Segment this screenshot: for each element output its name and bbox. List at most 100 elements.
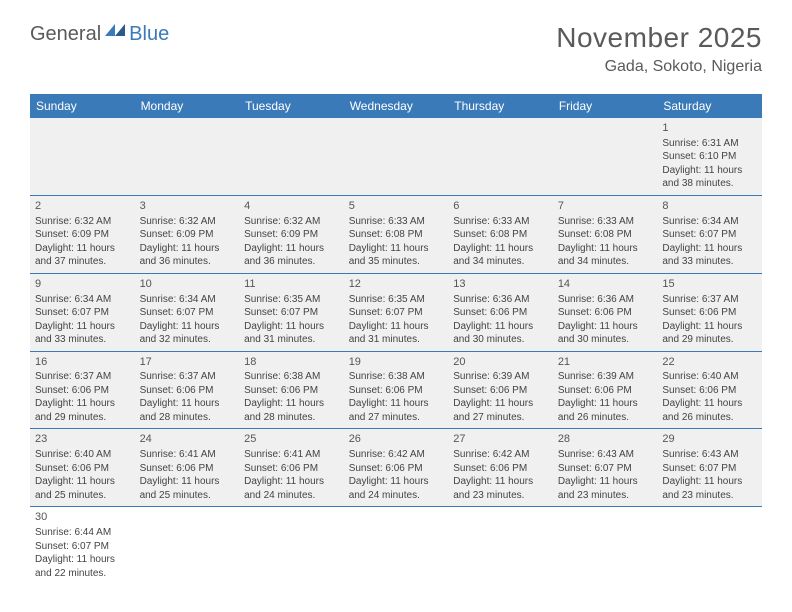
day-info: Sunrise: 6:40 AMSunset: 6:06 PMDaylight:… — [35, 448, 130, 502]
day-info: Sunrise: 6:44 AMSunset: 6:07 PMDaylight:… — [35, 526, 130, 580]
day-number: 19 — [349, 355, 444, 370]
calendar-cell — [135, 118, 240, 195]
calendar-cell — [448, 507, 553, 584]
day-info: Sunrise: 6:39 AMSunset: 6:06 PMDaylight:… — [453, 370, 548, 424]
calendar-cell — [448, 118, 553, 195]
day-number: 21 — [558, 355, 653, 370]
calendar-row: 23Sunrise: 6:40 AMSunset: 6:06 PMDayligh… — [30, 429, 762, 507]
calendar-cell: 26Sunrise: 6:42 AMSunset: 6:06 PMDayligh… — [344, 429, 449, 507]
day-number: 10 — [140, 277, 235, 292]
day-info: Sunrise: 6:32 AMSunset: 6:09 PMDaylight:… — [140, 215, 235, 269]
weekday-header: Friday — [553, 94, 658, 118]
day-info: Sunrise: 6:41 AMSunset: 6:06 PMDaylight:… — [244, 448, 339, 502]
calendar-cell: 18Sunrise: 6:38 AMSunset: 6:06 PMDayligh… — [239, 351, 344, 429]
calendar-cell: 2Sunrise: 6:32 AMSunset: 6:09 PMDaylight… — [30, 195, 135, 273]
day-number: 5 — [349, 199, 444, 214]
calendar-row: 16Sunrise: 6:37 AMSunset: 6:06 PMDayligh… — [30, 351, 762, 429]
day-info: Sunrise: 6:38 AMSunset: 6:06 PMDaylight:… — [244, 370, 339, 424]
month-title: November 2025 — [556, 22, 762, 54]
day-number: 1 — [662, 121, 757, 136]
day-info: Sunrise: 6:33 AMSunset: 6:08 PMDaylight:… — [349, 215, 444, 269]
day-info: Sunrise: 6:37 AMSunset: 6:06 PMDaylight:… — [140, 370, 235, 424]
day-number: 8 — [662, 199, 757, 214]
day-info: Sunrise: 6:36 AMSunset: 6:06 PMDaylight:… — [453, 293, 548, 347]
calendar-row: 1Sunrise: 6:31 AMSunset: 6:10 PMDaylight… — [30, 118, 762, 195]
calendar-cell: 21Sunrise: 6:39 AMSunset: 6:06 PMDayligh… — [553, 351, 658, 429]
day-info: Sunrise: 6:37 AMSunset: 6:06 PMDaylight:… — [662, 293, 757, 347]
calendar-cell — [344, 118, 449, 195]
day-number: 23 — [35, 432, 130, 447]
day-number: 20 — [453, 355, 548, 370]
calendar-cell — [344, 507, 449, 584]
flag-icon — [105, 22, 127, 43]
calendar-cell — [135, 507, 240, 584]
day-info: Sunrise: 6:35 AMSunset: 6:07 PMDaylight:… — [349, 293, 444, 347]
calendar-cell — [553, 118, 658, 195]
calendar-cell: 27Sunrise: 6:42 AMSunset: 6:06 PMDayligh… — [448, 429, 553, 507]
day-number: 17 — [140, 355, 235, 370]
calendar-cell: 25Sunrise: 6:41 AMSunset: 6:06 PMDayligh… — [239, 429, 344, 507]
calendar-cell: 20Sunrise: 6:39 AMSunset: 6:06 PMDayligh… — [448, 351, 553, 429]
calendar-cell: 29Sunrise: 6:43 AMSunset: 6:07 PMDayligh… — [657, 429, 762, 507]
logo-text-blue: Blue — [129, 23, 169, 46]
header: General Blue November 2025 Gada, Sokoto,… — [0, 0, 792, 86]
day-info: Sunrise: 6:42 AMSunset: 6:06 PMDaylight:… — [453, 448, 548, 502]
day-info: Sunrise: 6:33 AMSunset: 6:08 PMDaylight:… — [558, 215, 653, 269]
calendar-cell — [657, 507, 762, 584]
weekday-header-row: Sunday Monday Tuesday Wednesday Thursday… — [30, 94, 762, 118]
calendar-cell: 3Sunrise: 6:32 AMSunset: 6:09 PMDaylight… — [135, 195, 240, 273]
day-info: Sunrise: 6:42 AMSunset: 6:06 PMDaylight:… — [349, 448, 444, 502]
calendar-row: 30Sunrise: 6:44 AMSunset: 6:07 PMDayligh… — [30, 507, 762, 584]
day-info: Sunrise: 6:43 AMSunset: 6:07 PMDaylight:… — [662, 448, 757, 502]
calendar-cell: 23Sunrise: 6:40 AMSunset: 6:06 PMDayligh… — [30, 429, 135, 507]
day-number: 13 — [453, 277, 548, 292]
calendar-cell: 5Sunrise: 6:33 AMSunset: 6:08 PMDaylight… — [344, 195, 449, 273]
day-number: 2 — [35, 199, 130, 214]
day-info: Sunrise: 6:33 AMSunset: 6:08 PMDaylight:… — [453, 215, 548, 269]
weekday-header: Monday — [135, 94, 240, 118]
day-number: 15 — [662, 277, 757, 292]
calendar-cell: 10Sunrise: 6:34 AMSunset: 6:07 PMDayligh… — [135, 273, 240, 351]
day-number: 30 — [35, 510, 130, 525]
weekday-header: Sunday — [30, 94, 135, 118]
calendar-row: 2Sunrise: 6:32 AMSunset: 6:09 PMDaylight… — [30, 195, 762, 273]
calendar-cell: 17Sunrise: 6:37 AMSunset: 6:06 PMDayligh… — [135, 351, 240, 429]
calendar-cell: 14Sunrise: 6:36 AMSunset: 6:06 PMDayligh… — [553, 273, 658, 351]
day-number: 12 — [349, 277, 444, 292]
day-number: 25 — [244, 432, 339, 447]
day-number: 4 — [244, 199, 339, 214]
calendar-cell — [239, 118, 344, 195]
calendar-cell: 22Sunrise: 6:40 AMSunset: 6:06 PMDayligh… — [657, 351, 762, 429]
calendar-cell: 16Sunrise: 6:37 AMSunset: 6:06 PMDayligh… — [30, 351, 135, 429]
day-number: 6 — [453, 199, 548, 214]
day-number: 7 — [558, 199, 653, 214]
weekday-header: Saturday — [657, 94, 762, 118]
day-info: Sunrise: 6:34 AMSunset: 6:07 PMDaylight:… — [140, 293, 235, 347]
day-number: 16 — [35, 355, 130, 370]
day-number: 3 — [140, 199, 235, 214]
day-number: 11 — [244, 277, 339, 292]
day-info: Sunrise: 6:40 AMSunset: 6:06 PMDaylight:… — [662, 370, 757, 424]
calendar-cell: 13Sunrise: 6:36 AMSunset: 6:06 PMDayligh… — [448, 273, 553, 351]
day-info: Sunrise: 6:32 AMSunset: 6:09 PMDaylight:… — [35, 215, 130, 269]
logo-text-general: General — [30, 23, 101, 46]
calendar-cell: 8Sunrise: 6:34 AMSunset: 6:07 PMDaylight… — [657, 195, 762, 273]
calendar-cell: 9Sunrise: 6:34 AMSunset: 6:07 PMDaylight… — [30, 273, 135, 351]
weekday-header: Wednesday — [344, 94, 449, 118]
day-info: Sunrise: 6:34 AMSunset: 6:07 PMDaylight:… — [35, 293, 130, 347]
calendar-cell: 15Sunrise: 6:37 AMSunset: 6:06 PMDayligh… — [657, 273, 762, 351]
logo: General Blue — [30, 22, 169, 47]
weekday-header: Thursday — [448, 94, 553, 118]
calendar-cell: 19Sunrise: 6:38 AMSunset: 6:06 PMDayligh… — [344, 351, 449, 429]
day-info: Sunrise: 6:37 AMSunset: 6:06 PMDaylight:… — [35, 370, 130, 424]
day-number: 26 — [349, 432, 444, 447]
calendar-cell: 30Sunrise: 6:44 AMSunset: 6:07 PMDayligh… — [30, 507, 135, 584]
title-block: November 2025 Gada, Sokoto, Nigeria — [556, 22, 762, 76]
day-number: 28 — [558, 432, 653, 447]
day-number: 29 — [662, 432, 757, 447]
day-info: Sunrise: 6:43 AMSunset: 6:07 PMDaylight:… — [558, 448, 653, 502]
day-number: 9 — [35, 277, 130, 292]
day-info: Sunrise: 6:41 AMSunset: 6:06 PMDaylight:… — [140, 448, 235, 502]
calendar-cell: 24Sunrise: 6:41 AMSunset: 6:06 PMDayligh… — [135, 429, 240, 507]
calendar-cell: 11Sunrise: 6:35 AMSunset: 6:07 PMDayligh… — [239, 273, 344, 351]
